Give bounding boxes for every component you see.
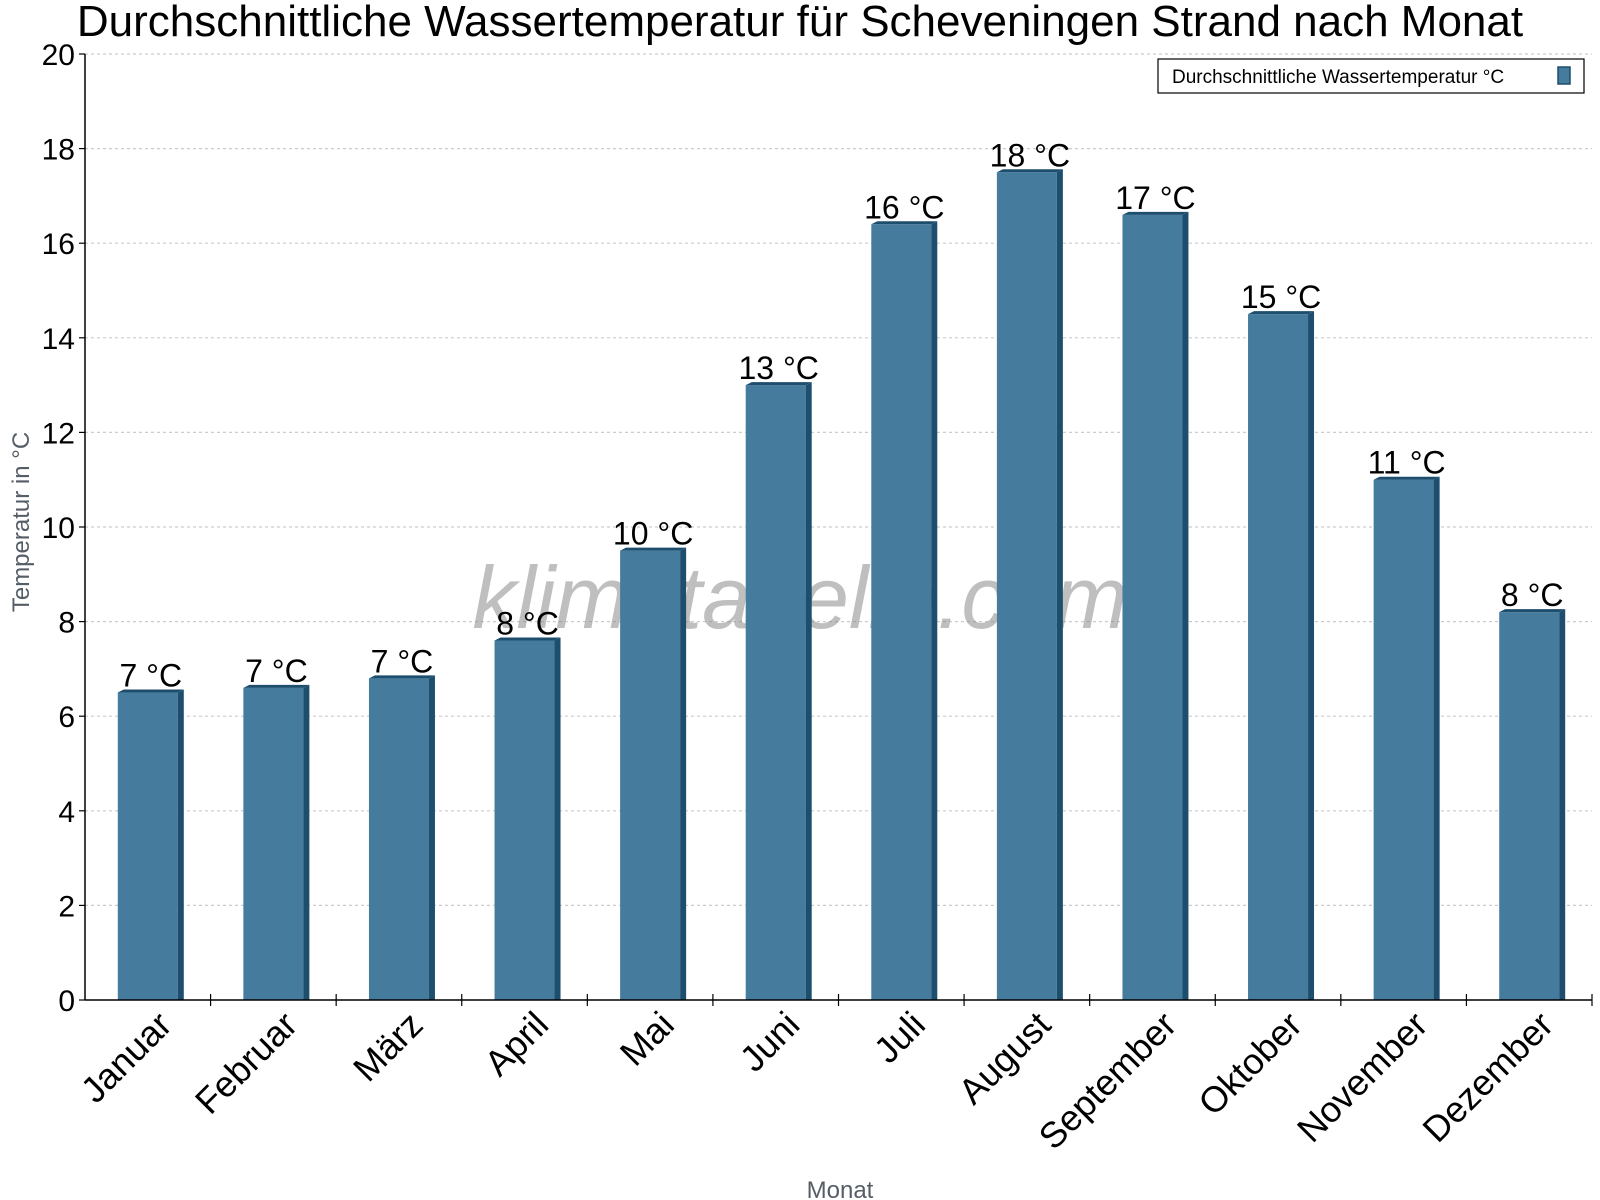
y-tick-label: 10 [42, 512, 75, 545]
x-tick-label: März [345, 1004, 431, 1090]
bar-front [1248, 314, 1309, 1000]
bar [117, 689, 184, 1000]
y-tick-labels: 0 2 4 6 8 10 12 14 16 18 20 [42, 39, 75, 1018]
y-tick-label: 0 [58, 985, 75, 1018]
bar-side [554, 637, 561, 1000]
bar-side [931, 221, 938, 1000]
chart-title: Durchschnittliche Wassertemperatur für S… [77, 0, 1523, 46]
y-tick-label: 6 [58, 701, 75, 734]
bar-front [368, 678, 429, 1000]
x-tick-labels: Januar Februar März April Mai Juni Juli AugustS… [73, 1004, 1561, 1158]
y-tick-label: 18 [42, 134, 75, 167]
data-label: 11 °C [1368, 445, 1446, 481]
data-label: 16 °C [864, 189, 944, 225]
bar [871, 221, 938, 1000]
x-tick-label: Oktober [1190, 1004, 1310, 1124]
data-label: 18 °C [990, 137, 1070, 173]
bar-front [871, 224, 932, 1000]
grid-lines [85, 53, 1592, 907]
bar-side [805, 382, 812, 1001]
x-tick-label: September [1031, 1004, 1185, 1158]
x-tick-label: Mai [612, 1004, 682, 1074]
bar-front [494, 640, 555, 1000]
bar-top [243, 684, 310, 688]
bar-front [117, 692, 178, 1000]
bar-side [1182, 211, 1189, 1000]
data-label: 15 °C [1241, 279, 1321, 315]
bars [117, 169, 1566, 1001]
x-tick-label: Februar [187, 1004, 305, 1122]
bar-front [243, 687, 304, 1000]
bar-top [620, 547, 687, 551]
x-axis-title: Monat [807, 1177, 874, 1200]
bar-side [1559, 609, 1566, 1000]
y-tick-label: 16 [42, 228, 75, 261]
bar [1499, 609, 1566, 1000]
bar-top [996, 169, 1063, 173]
bar-side [1433, 476, 1440, 1000]
bar [368, 675, 435, 1000]
bar-top [745, 382, 812, 386]
y-tick-label: 4 [58, 796, 75, 829]
data-label: 7 °C [119, 658, 182, 694]
bar-front [620, 550, 681, 1000]
axes [79, 53, 1593, 1006]
data-label: 8 °C [1501, 577, 1564, 613]
bar-front [745, 385, 806, 1001]
legend-swatch [1557, 66, 1571, 85]
bar-top [368, 675, 435, 679]
bar-front [1373, 479, 1434, 1000]
bar [996, 169, 1063, 1000]
bar-top [1122, 211, 1189, 215]
bar-side [680, 547, 687, 1000]
bar-side [1056, 169, 1063, 1000]
x-tick-label: April [476, 1004, 556, 1084]
x-tick-label: August [950, 1004, 1058, 1112]
bar-front [1122, 214, 1183, 1000]
bar-front [996, 172, 1057, 1000]
bar-top [117, 689, 184, 693]
y-axis-title: Temperatur in °C [8, 432, 35, 612]
bar-side [303, 684, 310, 1000]
bar [620, 547, 687, 1000]
y-tick-label: 12 [42, 417, 75, 450]
x-tick-label: Juni [732, 1004, 808, 1080]
data-label: 13 °C [739, 350, 819, 386]
bar-side [177, 689, 184, 1000]
x-tick-label: Januar [73, 1004, 180, 1111]
bar [745, 382, 812, 1001]
bar-side [1308, 311, 1315, 1000]
data-label: 7 °C [245, 653, 308, 689]
bar-top [1499, 609, 1566, 613]
bar [494, 637, 561, 1000]
data-label: 7 °C [371, 643, 434, 679]
y-tick-label: 2 [58, 890, 75, 923]
bar-top [494, 637, 561, 641]
bar [243, 684, 310, 1000]
y-tick-label: 8 [58, 607, 75, 640]
y-tick-label: 20 [42, 39, 75, 72]
bar [1373, 476, 1440, 1000]
bar [1122, 211, 1189, 1000]
x-tick-label: November [1289, 1004, 1435, 1150]
legend-label: Durchschnittliche Wassertemperatur °C [1172, 67, 1504, 88]
bar [1248, 311, 1315, 1000]
bar-front [1499, 612, 1560, 1000]
y-tick-label: 14 [42, 323, 75, 356]
data-labels: 7 °C 7 °C 7 °C 8 °C 10 °C 13 °C 16 °C 18 °C 17 °… [119, 137, 1563, 693]
bar-top [1248, 311, 1315, 315]
bar-top [871, 221, 938, 225]
bar-side [428, 675, 435, 1000]
data-label: 10 °C [613, 516, 693, 552]
data-label: 8 °C [496, 606, 559, 642]
x-tick-label: Dezember [1414, 1004, 1560, 1150]
legend: Durchschnittliche Wassertemperatur °C [1157, 58, 1585, 94]
legend-box [1157, 58, 1585, 94]
x-tick-label: Juli [866, 1004, 933, 1071]
bar-top [1373, 476, 1440, 480]
data-label: 17 °C [1115, 180, 1195, 216]
